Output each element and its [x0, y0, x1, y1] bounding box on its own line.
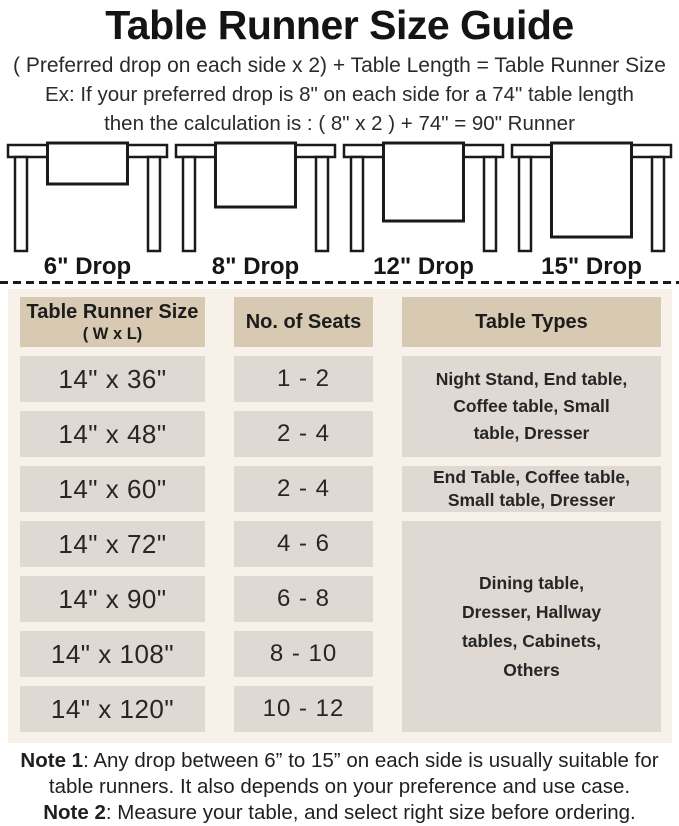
- seats-value: 2 - 4: [234, 411, 373, 457]
- formula-line: ( Preferred drop on each side x 2) + Tab…: [13, 54, 666, 77]
- header-runner-size-title: Table Runner Size: [26, 300, 199, 323]
- drop-label: 15" Drop: [541, 253, 642, 280]
- note-1: Note 1: Any drop between 6” to 15” on ea…: [2, 748, 677, 800]
- drop-label: 12" Drop: [373, 253, 474, 280]
- table-runner-8in-drop-icon: [174, 141, 337, 253]
- size-value: 14" x 108": [20, 631, 205, 677]
- formula-example-line-1: Ex: If your preferred drop is 8" on each…: [45, 83, 634, 106]
- seats-value: 2 - 4: [234, 466, 373, 512]
- size-value: 14" x 90": [20, 576, 205, 622]
- table-runner-15in-drop-icon: [510, 141, 673, 253]
- seats-value: 10 - 12: [234, 686, 373, 732]
- size-table: Table Runner Size ( W x L) No. of Seats …: [8, 289, 672, 743]
- drop-label: 8" Drop: [211, 253, 300, 280]
- table-types-medium: End Table, Coffee table, Small table, Dr…: [402, 466, 661, 512]
- formula-section: ( Preferred drop on each side x 2) + Tab…: [0, 52, 679, 137]
- size-value: 14" x 36": [20, 356, 205, 402]
- page-title: Table Runner Size Guide: [105, 2, 574, 48]
- note-2-label: Note 2: [43, 801, 106, 824]
- table-runner-12in-drop-icon: [342, 141, 505, 253]
- size-value: 14" x 48": [20, 411, 205, 457]
- header-seats: No. of Seats: [234, 297, 373, 347]
- seats-value: 6 - 8: [234, 576, 373, 622]
- notes-section: Note 1: Any drop between 6” to 15” on ea…: [0, 748, 679, 826]
- table-types-small: Night Stand, End table, Coffee table, Sm…: [402, 356, 661, 457]
- drop-figure-6in: 6" Drop: [6, 141, 169, 279]
- drop-figure-8in: 8" Drop: [174, 141, 337, 279]
- header-runner-size: Table Runner Size ( W x L): [20, 297, 205, 347]
- seats-value: 8 - 10: [234, 631, 373, 677]
- seats-value: 1 - 2: [234, 356, 373, 402]
- note-1-label: Note 1: [20, 749, 84, 772]
- size-value: 14" x 120": [20, 686, 205, 732]
- dashed-divider: [0, 281, 679, 284]
- formula-example-line-2: then the calculation is : ( 8" x 2 ) + 7…: [104, 112, 575, 135]
- drop-figure-15in: 15" Drop: [510, 141, 673, 279]
- note-2: Note 2: Measure your table, and select r…: [2, 800, 677, 826]
- drop-figure-12in: 12" Drop: [342, 141, 505, 279]
- size-value: 14" x 72": [20, 521, 205, 567]
- table-types-large: Dining table, Dresser, Hallway tables, C…: [402, 521, 661, 732]
- note-2-text: : Measure your table, and select right s…: [105, 801, 636, 824]
- table-runner-6in-drop-icon: [6, 141, 169, 253]
- note-1-text: : Any drop between 6” to 15” on each sid…: [48, 749, 659, 798]
- drop-illustrations: 6" Drop 8" Drop 12" Drop: [0, 141, 679, 279]
- header-runner-size-sub: ( W x L): [82, 324, 143, 343]
- drop-label: 6" Drop: [43, 253, 132, 280]
- header-table-types: Table Types: [402, 297, 661, 347]
- seats-value: 4 - 6: [234, 521, 373, 567]
- size-value: 14" x 60": [20, 466, 205, 512]
